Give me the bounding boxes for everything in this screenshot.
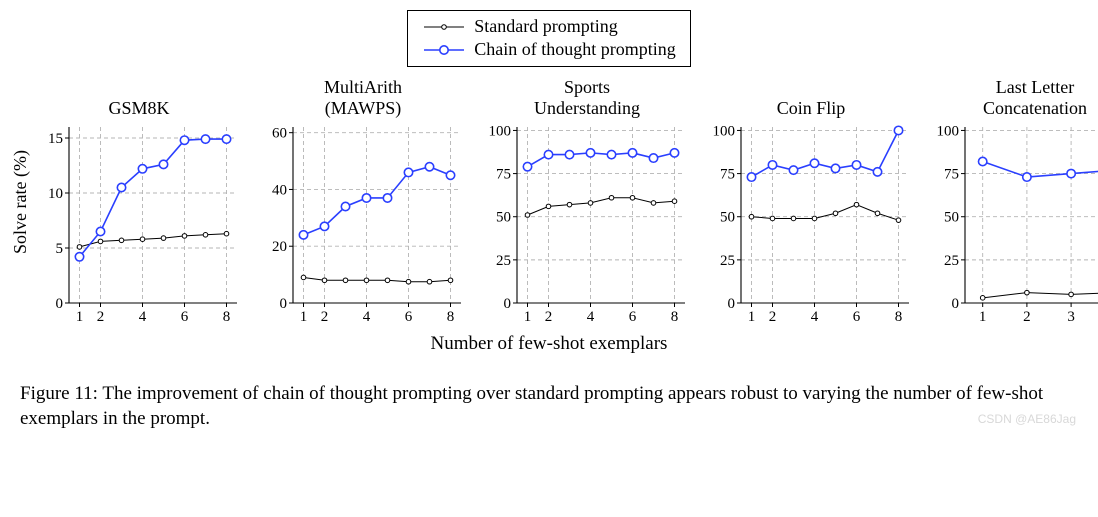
figure-caption: Figure 11: The improvement of chain of t… <box>10 381 1088 432</box>
watermark: CSDN @AE86Jag <box>978 412 1076 426</box>
svg-text:100: 100 <box>713 123 736 139</box>
svg-text:50: 50 <box>944 210 959 226</box>
svg-text:4: 4 <box>363 309 371 325</box>
panel-3: Coin Flip 12 4 6 8 0 25 50 75 100 <box>707 75 915 329</box>
svg-text:0: 0 <box>280 296 288 312</box>
panel-4: Last Letter Concatenation12340255075100 <box>931 75 1098 329</box>
svg-text:4: 4 <box>139 309 147 325</box>
svg-text:6: 6 <box>853 309 861 325</box>
chart-svg-2: 12 4 6 8 0 25 50 75 100 <box>483 121 691 329</box>
svg-text:20: 20 <box>272 239 287 255</box>
svg-text:40: 40 <box>272 182 287 198</box>
figure-container: Standard promptingChain of thought promp… <box>10 10 1088 432</box>
svg-text:60: 60 <box>272 125 287 141</box>
svg-text:2: 2 <box>321 309 329 325</box>
svg-text:15: 15 <box>48 131 63 147</box>
panel-title-3: Coin Flip <box>777 75 846 119</box>
legend: Standard promptingChain of thought promp… <box>407 10 691 67</box>
svg-text:1: 1 <box>979 309 987 325</box>
svg-text:5: 5 <box>56 241 64 257</box>
svg-text:8: 8 <box>223 309 231 325</box>
svg-text:6: 6 <box>405 309 413 325</box>
svg-text:4: 4 <box>811 309 819 325</box>
panel-1: MultiArith (MAWPS) 12 4 6 8 0 20 40 60 <box>259 75 467 329</box>
svg-text:75: 75 <box>496 166 511 182</box>
svg-text:100: 100 <box>489 123 512 139</box>
legend-swatch-0 <box>422 18 466 36</box>
panel-title-4: Last Letter Concatenation <box>983 75 1087 119</box>
chart-svg-1: 12 4 6 8 0 20 40 60 <box>259 121 467 329</box>
y-axis-label: Solve rate (%) <box>10 150 31 254</box>
svg-text:50: 50 <box>496 210 511 226</box>
svg-text:2: 2 <box>1023 309 1031 325</box>
svg-text:6: 6 <box>181 309 189 325</box>
svg-text:2: 2 <box>97 309 105 325</box>
svg-text:1: 1 <box>748 309 756 325</box>
svg-text:2: 2 <box>769 309 777 325</box>
panel-0: GSM8K 12 4 6 8 0 5 10 15 <box>35 75 243 329</box>
chart-svg-4: 12340255075100 <box>931 121 1098 329</box>
svg-text:2: 2 <box>545 309 553 325</box>
legend-row-1: Chain of thought prompting <box>422 38 676 61</box>
panel-title-1: MultiArith (MAWPS) <box>324 75 402 119</box>
svg-text:10: 10 <box>48 186 63 202</box>
chart-row: Solve rate (%) GSM8K12468051015MultiArit… <box>10 75 1088 329</box>
svg-text:1: 1 <box>524 309 532 325</box>
legend-swatch-1 <box>422 41 466 59</box>
svg-text:1: 1 <box>300 309 308 325</box>
svg-text:25: 25 <box>720 253 735 269</box>
legend-label-1: Chain of thought prompting <box>474 38 676 61</box>
svg-text:0: 0 <box>728 296 736 312</box>
svg-text:50: 50 <box>720 210 735 226</box>
svg-text:8: 8 <box>671 309 679 325</box>
svg-text:75: 75 <box>720 166 735 182</box>
svg-text:0: 0 <box>952 296 960 312</box>
svg-text:6: 6 <box>629 309 637 325</box>
svg-text:3: 3 <box>1067 309 1075 325</box>
chart-svg-0: 12 4 6 8 0 5 10 15 <box>35 121 243 329</box>
panel-title-0: GSM8K <box>108 75 169 119</box>
svg-text:8: 8 <box>447 309 455 325</box>
svg-text:75: 75 <box>944 166 959 182</box>
x-axis-label: Number of few-shot exemplars <box>10 333 1088 355</box>
svg-text:25: 25 <box>944 253 959 269</box>
svg-text:1: 1 <box>76 309 84 325</box>
svg-text:4: 4 <box>587 309 595 325</box>
panels: GSM8K12468051015MultiArith (MAWPS)124680… <box>35 75 1098 329</box>
svg-text:100: 100 <box>937 123 960 139</box>
svg-text:0: 0 <box>504 296 512 312</box>
svg-text:0: 0 <box>56 296 64 312</box>
panel-title-2: Sports Understanding <box>534 75 640 119</box>
legend-label-0: Standard prompting <box>474 15 617 38</box>
panel-2: Sports Understanding 12 4 6 8 0 25 50 75 100 <box>483 75 691 329</box>
chart-svg-3: 12 4 6 8 0 25 50 75 100 <box>707 121 915 329</box>
legend-row-0: Standard prompting <box>422 15 676 38</box>
svg-text:25: 25 <box>496 253 511 269</box>
svg-text:8: 8 <box>895 309 903 325</box>
